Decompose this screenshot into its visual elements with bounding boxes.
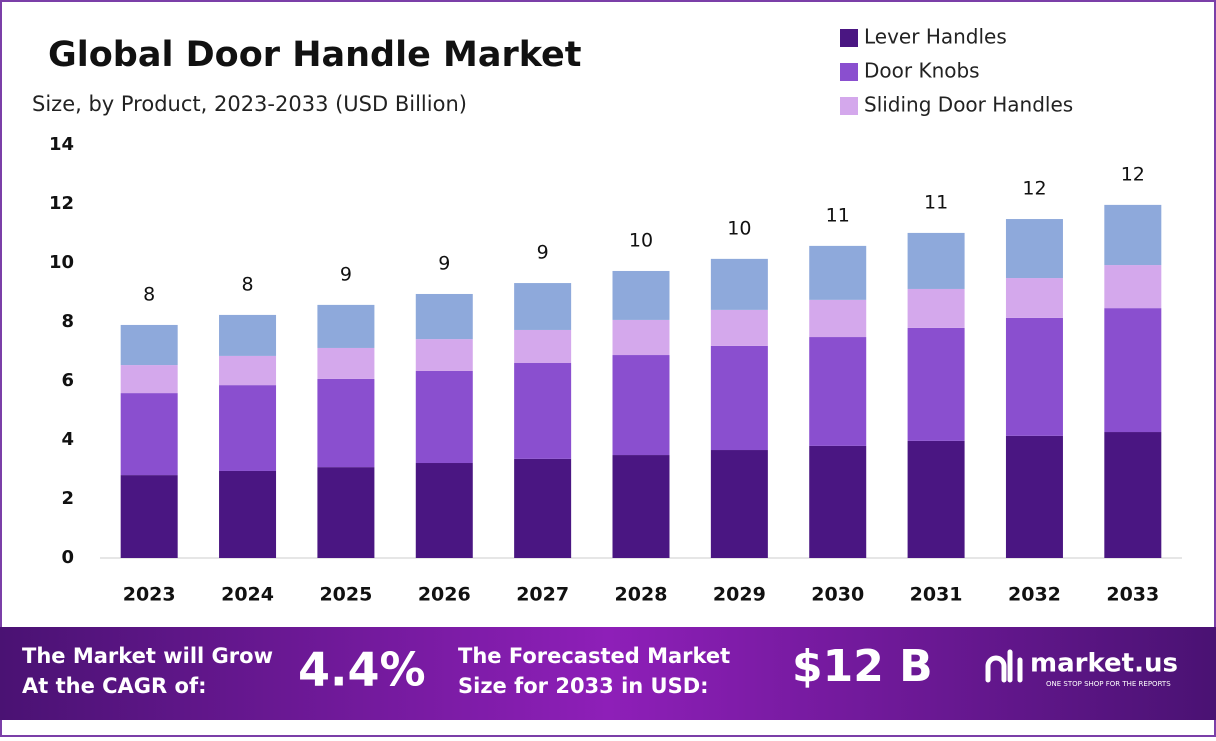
x-tick-label: 2033 (1106, 584, 1159, 606)
legend-label: Door Knobs (864, 59, 980, 83)
x-tick-label: 2030 (811, 584, 864, 606)
total-label: 12 (1121, 163, 1145, 185)
y-tick-label: 14 (49, 134, 74, 155)
bar-segment (514, 329, 572, 364)
x-tick-label: 2024 (221, 584, 274, 606)
bar-segment (415, 293, 473, 340)
total-label: 10 (727, 217, 751, 239)
bar-segment (907, 232, 965, 289)
bar-segment (1005, 435, 1063, 558)
total-label: 12 (1022, 178, 1046, 200)
chart-title: Global Door Handle Market (48, 35, 582, 75)
bar-segment (514, 363, 572, 459)
bar-segment (809, 445, 867, 558)
bar-segment (415, 463, 473, 558)
bar-segment (415, 370, 473, 464)
bar-segment (120, 393, 178, 476)
legend-swatch (840, 97, 858, 115)
x-tick-label: 2032 (1008, 584, 1061, 606)
bar-segment (219, 314, 277, 356)
total-label: 8 (241, 273, 253, 295)
x-tick-label: 2028 (615, 584, 668, 606)
bar-segment (612, 319, 670, 356)
bar-segment (612, 270, 670, 320)
bar-segment (415, 339, 473, 371)
legend-label: Sliding Door Handles (864, 93, 1073, 117)
bar-segment (710, 309, 768, 346)
legend-label: Lever Handles (864, 25, 1007, 49)
bar-segment (907, 327, 965, 441)
y-tick-label: 6 (61, 370, 74, 391)
bar-segment (219, 385, 277, 471)
cagr-text: The Market will Grow (22, 644, 273, 668)
total-label: 9 (537, 242, 549, 264)
tagline: ONE STOP SHOP FOR THE REPORTS (1046, 680, 1171, 688)
forecast-text: The Forecasted Market (458, 644, 730, 668)
bar-segment (809, 245, 867, 300)
forecast-text: Size for 2033 in USD: (458, 674, 709, 698)
bar-segment (710, 450, 768, 558)
y-tick-label: 10 (49, 252, 74, 273)
bar-segment (317, 378, 375, 468)
bar-segment (809, 299, 867, 338)
bar-segment (1104, 308, 1162, 433)
bar-segment (120, 365, 178, 394)
bar-segment (1005, 278, 1063, 318)
total-label: 11 (826, 204, 850, 226)
bar-segment (1104, 265, 1162, 309)
total-label: 8 (143, 283, 155, 305)
chart-subtitle: Size, by Product, 2023-2033 (USD Billion… (32, 92, 467, 116)
bar-segment (907, 288, 965, 328)
x-tick-label: 2027 (516, 584, 569, 606)
forecast-value: $12 B (792, 641, 933, 692)
bar-segment (1005, 317, 1063, 436)
bar-segment (1104, 204, 1162, 266)
legend-swatch (840, 63, 858, 81)
x-tick-label: 2029 (713, 584, 766, 606)
bar-segment (612, 355, 670, 456)
total-label: 9 (340, 263, 352, 285)
total-label: 11 (924, 191, 948, 213)
y-tick-label: 0 (61, 547, 74, 568)
bar-segment (317, 467, 375, 558)
legend-swatch (840, 29, 858, 47)
brand: market.us (1030, 649, 1178, 679)
bar-segment (1104, 432, 1162, 558)
bar-segment (710, 345, 768, 451)
bar-segment (1005, 219, 1063, 279)
bar-segment (317, 304, 375, 348)
footer-banner (0, 627, 1216, 720)
cagr-value: 4.4% (298, 643, 426, 697)
y-tick-label: 4 (61, 429, 74, 450)
bar-segment (809, 337, 867, 446)
bar-segment (219, 470, 277, 558)
bar-segment (120, 475, 178, 558)
y-tick-label: 12 (49, 193, 74, 214)
bar-segment (612, 455, 670, 558)
x-tick-label: 2031 (910, 584, 963, 606)
y-tick-label: 8 (61, 311, 74, 332)
x-tick-label: 2023 (123, 584, 176, 606)
bar-segment (120, 324, 178, 366)
bar-segment (317, 347, 375, 379)
x-tick-label: 2025 (319, 584, 372, 606)
x-tick-label: 2026 (418, 584, 471, 606)
y-tick-label: 2 (61, 488, 74, 509)
bar-segment (710, 258, 768, 310)
bar-segment (514, 283, 572, 330)
total-label: 9 (438, 252, 450, 274)
brand-icon (985, 649, 1023, 683)
cagr-text: At the CAGR of: (22, 674, 207, 698)
bar-segment (514, 458, 572, 558)
bar-segment (219, 355, 277, 386)
total-label: 10 (629, 229, 653, 251)
bar-segment (907, 440, 965, 558)
